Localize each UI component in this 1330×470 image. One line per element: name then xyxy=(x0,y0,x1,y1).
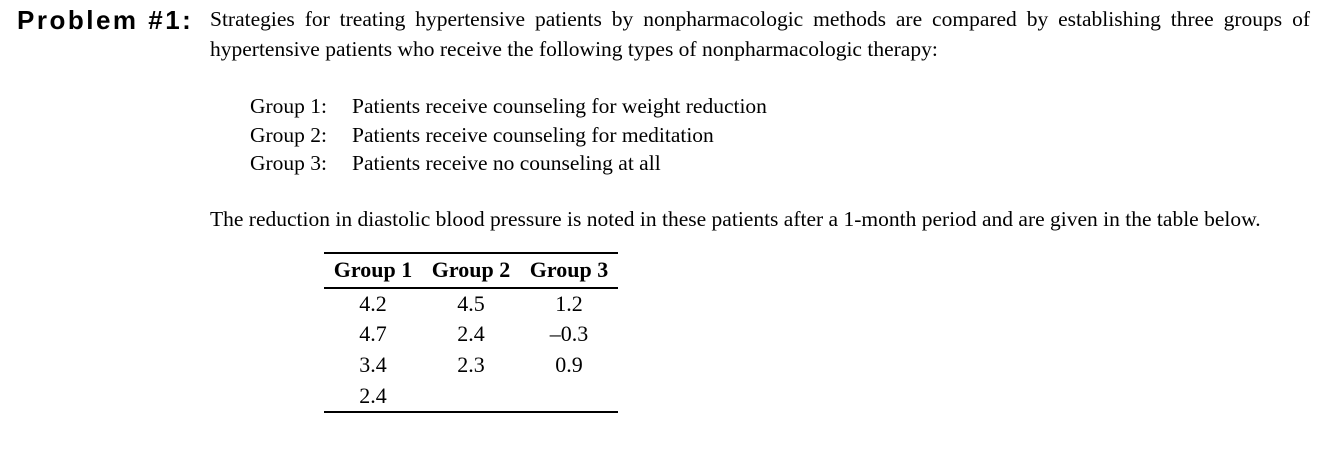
group-item: Group 2: Patients receive counseling for … xyxy=(250,121,1310,150)
table-cell: 3.4 xyxy=(359,352,387,377)
table-cell: –0.3 xyxy=(549,321,589,346)
data-table: Group 1 Group 2 Group 3 4.2 4.5 1.2 4.7 … xyxy=(324,251,618,413)
group-list: Group 1: Patients receive counseling for … xyxy=(250,92,1310,178)
table-cell: 4.5 xyxy=(457,290,485,316)
intro-paragraph: Strategies for treating hypertensive pat… xyxy=(210,7,1310,61)
group-label: Group 1: xyxy=(250,94,328,118)
table-row: 4.7 2.4 –0.3 xyxy=(324,319,618,350)
table-cell: 2.4 xyxy=(457,321,485,346)
problem-number-label: Problem #1: xyxy=(17,5,194,35)
group-description: Patients receive counseling for weight r… xyxy=(352,94,767,118)
table-head: Group 1 Group 2 Group 3 xyxy=(324,252,618,289)
table-header-row: Group 1 Group 2 Group 3 xyxy=(324,252,618,289)
table-header-cell: Group 3 xyxy=(520,252,618,289)
table-cell xyxy=(520,381,618,412)
table-cell: 0.9 xyxy=(555,352,583,377)
table-cell xyxy=(422,381,520,412)
table-row: 2.4 xyxy=(324,381,618,412)
table-body: 4.2 4.5 1.2 4.7 2.4 –0.3 3.4 2.3 0.9 2.4 xyxy=(324,288,618,412)
table-cell: 2.3 xyxy=(457,352,485,377)
group-label: Group 2: xyxy=(250,122,328,147)
table-header-cell: Group 2 xyxy=(422,252,520,289)
problem-content: Strategies for treating hypertensive pat… xyxy=(210,4,1310,413)
group-item: Group 3: Patients receive no counseling a… xyxy=(250,149,1310,178)
group-description: Patients receive no counseling at all xyxy=(352,151,661,175)
table-header-cell: Group 1 xyxy=(324,252,422,289)
table-row: 4.2 4.5 1.2 xyxy=(324,288,618,319)
table-cell: 4.2 xyxy=(359,290,387,316)
group-description: Patients receive counseling for meditati… xyxy=(352,122,714,147)
group-item: Group 1: Patients receive counseling for … xyxy=(250,92,1310,121)
group-label: Group 3: xyxy=(250,151,328,175)
table-cell: 1.2 xyxy=(555,290,583,316)
table-cell: 2.4 xyxy=(359,382,387,408)
table-cell: 4.7 xyxy=(359,321,387,346)
table-row: 3.4 2.3 0.9 xyxy=(324,350,618,381)
table-intro-paragraph: The reduction in diastolic blood pressur… xyxy=(210,206,1261,231)
